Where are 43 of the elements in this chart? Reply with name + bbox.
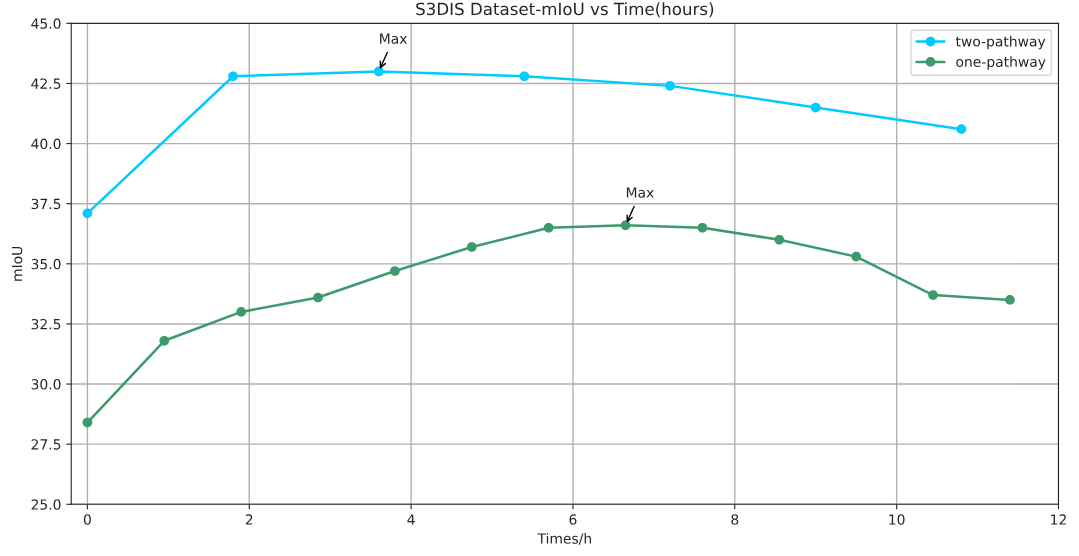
x-tick-label: 12	[1051, 514, 1066, 525]
x-tick-label: 10	[889, 514, 905, 525]
point	[373, 66, 384, 77]
y-tick-label: 35.0	[31, 258, 61, 270]
x-tick-label: 8	[731, 514, 739, 525]
y-tick-label: 45.0	[31, 18, 61, 29]
legend-label: two-pathway	[955, 35, 1046, 50]
y-tick-label: 37.5	[31, 198, 61, 210]
point	[774, 234, 785, 245]
point	[665, 81, 675, 91]
y-axis-title: mIoU	[12, 246, 23, 281]
annotation: Max	[380, 33, 407, 44]
point	[159, 335, 170, 346]
point	[82, 417, 93, 428]
legend-label: one-pathway	[956, 56, 1046, 70]
point	[697, 222, 708, 233]
y-tick-label: 42.5	[31, 78, 61, 89]
point	[313, 292, 323, 303]
x-tick-label: 2	[245, 514, 253, 525]
point	[236, 307, 247, 317]
y-tick-label: 32.5	[31, 318, 61, 330]
x-tick-label: 4	[407, 514, 415, 525]
y-tick-label: 40.0	[31, 138, 61, 150]
point	[1005, 295, 1015, 305]
point	[466, 242, 477, 252]
point	[956, 124, 967, 135]
point	[390, 266, 400, 276]
y-tick-label: 25.0	[31, 499, 61, 510]
x-tick-label: 0	[83, 514, 91, 525]
point	[851, 251, 862, 262]
point	[543, 222, 554, 233]
point	[928, 290, 938, 300]
y-tick-label: 30.0	[31, 379, 61, 390]
x-axis-title: Times/h	[537, 533, 592, 545]
point	[82, 208, 93, 219]
point	[228, 71, 238, 82]
annotation: Max	[626, 187, 654, 198]
x-tick-label: 6	[569, 514, 577, 525]
point	[519, 71, 530, 82]
y-tick-label: 27.5	[31, 439, 61, 450]
point	[810, 102, 821, 113]
chart-title: S3DIS Dataset-mIoU vs Time(hours)	[416, 2, 714, 18]
point	[620, 220, 631, 231]
